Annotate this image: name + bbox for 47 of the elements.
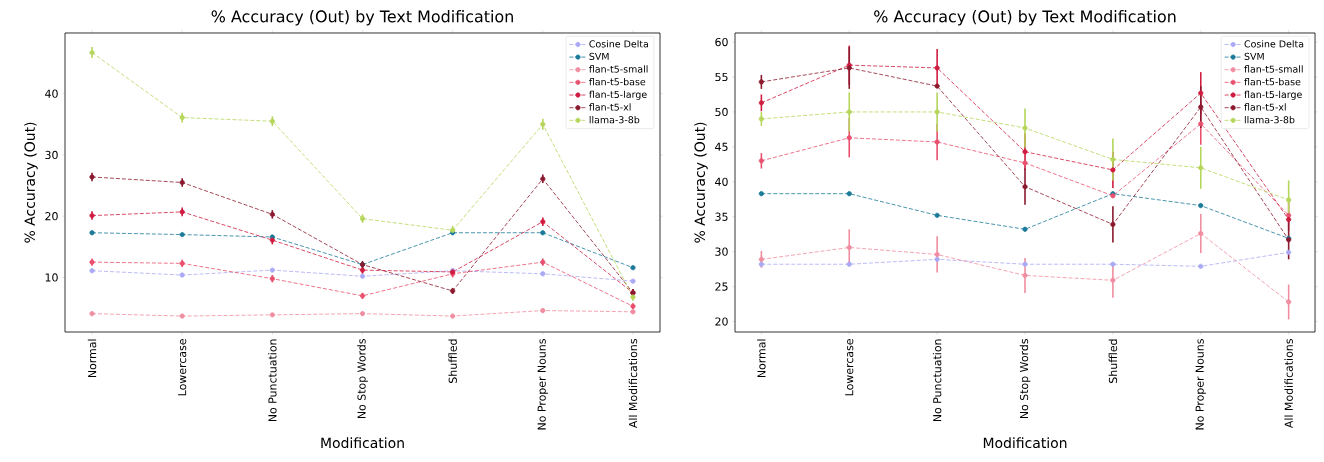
y-tick-label: 55 [715,72,728,82]
y-tick-label: 35 [715,212,728,221]
y-tick-label: 40 [45,89,58,98]
x-tick-label: No Punctuation [932,339,942,422]
y-tick-label: 20 [45,212,58,221]
legend-label: flan-t5-large [1244,90,1302,100]
x-tick-label: No Punctuation [268,339,277,422]
y-axis-title: % Accuracy (Out) [24,122,38,243]
y-tick-label: 25 [715,282,728,291]
legend-label: flan-t5-base [1244,78,1301,86]
x-tick-label: No Proper Nouns [537,339,548,430]
x-tick-label: Shuffled [448,339,457,383]
x-tick-label: No Proper Nouns [1195,339,1206,430]
x-tick-label: Lowercase [845,339,854,396]
x-axis-title: Modification [321,437,404,449]
x-tick-label: All Modifications [628,339,638,429]
y-tick-label: 30 [715,247,728,256]
legend-label: flan-t5-small [589,65,648,73]
legend-label: SVM [589,52,609,60]
y-tick-label: 20 [715,317,728,326]
y-tick-label: 30 [45,150,58,160]
legend-label: flan-t5-small [1244,65,1303,73]
legend-label: flan-t5-large [589,90,647,100]
x-tick-label: Lowercase [178,339,187,396]
legend-label: SVM [1244,52,1264,60]
legend-label: flan-t5-xl [589,103,631,111]
y-tick-label: 45 [715,142,728,151]
x-tick-label: Normal [757,339,766,378]
chart-title: % Accuracy (Out) by Text Modification [211,10,513,26]
x-tick-label: Normal [87,339,97,378]
legend-label: flan-t5-xl [1244,103,1286,111]
legend-label: llama-3-8b [589,116,640,124]
x-tick-label: No Stop Words [1019,339,1031,419]
legend-label: Cosine Delta [589,40,649,48]
x-tick-label: No Stop Words [357,339,368,419]
y-tick-label: 50 [715,107,728,117]
legend-label: flan-t5-base [589,78,646,86]
x-tick-label: All Modifications [1284,339,1293,429]
x-tick-label: Shuffled [1108,339,1118,383]
y-tick-label: 40 [715,177,728,186]
x-axis-title: Modification [983,437,1067,449]
y-tick-label: 10 [45,273,58,282]
legend-label: llama-3-8b [1244,116,1295,124]
chart-title: % Accuracy (Out) by Text Modification [874,10,1176,26]
y-axis-title: % Accuracy (Out) [694,122,708,243]
y-tick-label: 60 [715,37,728,47]
legend-label: Cosine Delta [1244,40,1304,48]
